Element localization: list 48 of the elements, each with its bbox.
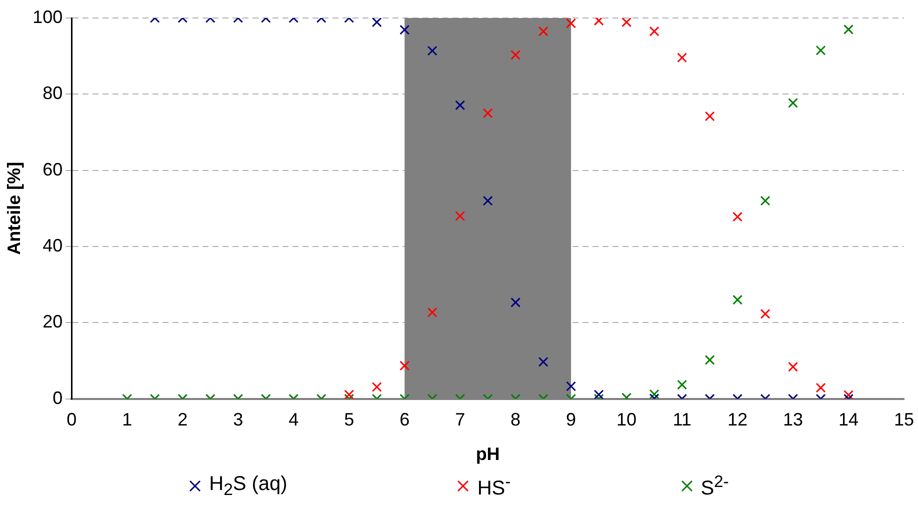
- point: [844, 24, 854, 34]
- point: [732, 212, 743, 222]
- x-tick-label: 8: [510, 410, 521, 430]
- x-tick-label: 12: [728, 410, 748, 430]
- point: [788, 98, 798, 108]
- x-axis-title: pH: [476, 444, 500, 464]
- legend-label: HS$^{-}$: [477, 472, 511, 501]
- point: [482, 108, 493, 118]
- point: [816, 45, 826, 56]
- point: [622, 18, 632, 28]
- x-tick-label: 2: [178, 410, 188, 430]
- point: [760, 196, 770, 206]
- point: [482, 196, 493, 206]
- x-tick-label: 15: [894, 410, 914, 430]
- x-tick-label: 3: [233, 410, 244, 430]
- legend-label: H$_{2}$S (aq): [209, 472, 288, 500]
- point: [649, 26, 660, 36]
- x-tick-label: 13: [783, 410, 804, 430]
- point: [400, 24, 410, 35]
- point: [594, 18, 604, 26]
- y-axis-title: Anteile [%]: [4, 162, 24, 255]
- x-tick-label: 11: [672, 410, 692, 430]
- point: [372, 18, 382, 28]
- x-tick-label: 14: [838, 410, 859, 430]
- point: [510, 297, 521, 308]
- y-tick-label: 40: [42, 235, 63, 256]
- x-tick-label: 4: [288, 410, 299, 430]
- point: [510, 50, 521, 60]
- x-tick-label: 7: [455, 410, 466, 430]
- point: [704, 111, 715, 122]
- x-tick-label: 6: [400, 410, 410, 430]
- point: [566, 18, 576, 28]
- x-tick-label: 1: [122, 410, 132, 430]
- point: [455, 100, 466, 110]
- y-tick-label: 60: [42, 159, 63, 180]
- legend-label: S$^{2-}$: [700, 472, 729, 501]
- point: [538, 26, 548, 36]
- y-tick-label: 0: [52, 388, 63, 408]
- point: [455, 211, 466, 222]
- point: [427, 46, 438, 56]
- x-tick-label: 5: [344, 410, 354, 430]
- point: [677, 52, 688, 63]
- x-tick-label: 9: [566, 410, 576, 430]
- y-tick-label: 100: [32, 6, 63, 27]
- y-tick-label: 20: [42, 312, 63, 332]
- y-tick-label: 80: [42, 83, 63, 104]
- x-tick-label: 10: [616, 410, 637, 430]
- x-tick-label: 0: [66, 410, 77, 430]
